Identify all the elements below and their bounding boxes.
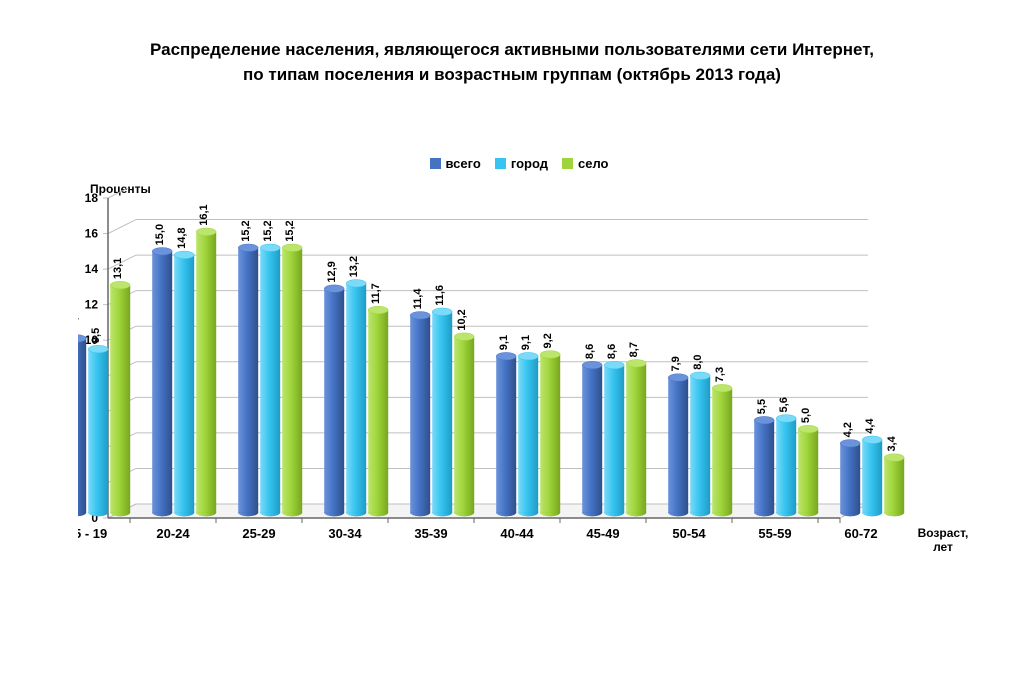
svg-text:55-59: 55-59	[758, 526, 791, 541]
svg-text:4,4: 4,4	[864, 418, 876, 434]
svg-text:15,2: 15,2	[284, 220, 296, 241]
svg-text:30-34: 30-34	[328, 526, 362, 541]
svg-text:11,4: 11,4	[412, 288, 424, 310]
svg-text:8,6: 8,6	[584, 344, 596, 359]
chart-title: Распределение населения, являющегося акт…	[0, 38, 1024, 87]
svg-text:16: 16	[85, 227, 99, 241]
svg-text:14: 14	[85, 262, 99, 276]
svg-text:40-44: 40-44	[500, 526, 534, 541]
svg-text:9,2: 9,2	[542, 333, 554, 348]
svg-text:20-24: 20-24	[156, 526, 190, 541]
svg-text:12,9: 12,9	[326, 261, 338, 282]
svg-text:12: 12	[85, 298, 99, 312]
svg-text:10,2: 10,2	[456, 309, 468, 330]
svg-text:7,3: 7,3	[714, 367, 726, 382]
svg-text:15,2: 15,2	[240, 220, 252, 241]
bar-chart: 024681012141618	[78, 188, 988, 618]
svg-text:35-39: 35-39	[414, 526, 447, 541]
svg-text:11,7: 11,7	[370, 283, 382, 304]
svg-text:60-72: 60-72	[844, 526, 877, 541]
svg-text:5,6: 5,6	[778, 397, 790, 412]
svg-text:4,2: 4,2	[842, 422, 854, 437]
svg-text:10,1: 10,1	[78, 311, 80, 332]
svg-text:8,0: 8,0	[692, 354, 704, 369]
svg-text:50-54: 50-54	[672, 526, 706, 541]
svg-text:8,7: 8,7	[628, 342, 640, 357]
svg-text:15,2: 15,2	[262, 220, 274, 241]
svg-text:13,2: 13,2	[348, 256, 360, 277]
svg-text:11,6: 11,6	[434, 285, 446, 306]
svg-text:18: 18	[85, 191, 99, 205]
svg-text:15 - 19: 15 - 19	[78, 526, 107, 541]
svg-text:14,8: 14,8	[176, 227, 188, 248]
legend: всегогородсело	[0, 156, 1024, 171]
svg-text:3,4: 3,4	[886, 435, 898, 451]
svg-text:13,1: 13,1	[112, 258, 124, 279]
svg-text:45-49: 45-49	[586, 526, 619, 541]
svg-text:8,6: 8,6	[606, 344, 618, 359]
svg-text:5,5: 5,5	[756, 399, 768, 414]
title-line-1: Распределение населения, являющегося акт…	[150, 40, 874, 59]
svg-text:9,1: 9,1	[498, 335, 510, 350]
svg-text:9,1: 9,1	[520, 335, 532, 350]
title-line-2: по типам поселения и возрастным группам …	[243, 65, 781, 84]
svg-text:9,5: 9,5	[90, 328, 102, 343]
svg-text:16,1: 16,1	[198, 204, 210, 225]
svg-text:5,0: 5,0	[800, 408, 812, 423]
svg-text:7,9: 7,9	[670, 356, 682, 371]
svg-text:15,0: 15,0	[154, 224, 166, 245]
svg-text:25-29: 25-29	[242, 526, 275, 541]
